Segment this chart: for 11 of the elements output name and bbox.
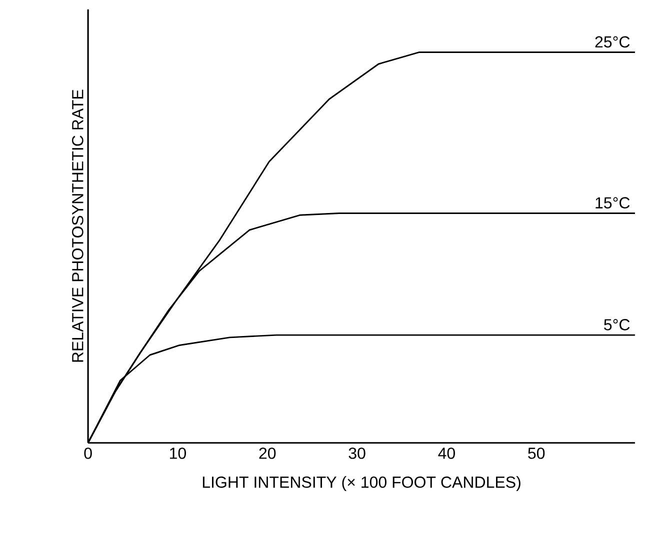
x-tick-label: 40 (438, 447, 455, 459)
x-tick-label: 50 (528, 447, 545, 459)
y-axis-title: RELATIVE PHOTOSYNTHETIC RATE (72, 90, 84, 362)
x-tick-label: 30 (348, 447, 366, 459)
x-tick-label: 10 (170, 447, 186, 459)
series-label: 25°C (595, 36, 630, 48)
x-tick-label: 0 (84, 447, 92, 459)
series-label: 15°C (596, 197, 630, 208)
x-tick-label: 20 (259, 447, 276, 459)
series-label: 5°C (604, 318, 630, 330)
x-axis-title: LIGHT INTENSITY (× 100 FOOT CANDLES) (202, 476, 520, 491)
